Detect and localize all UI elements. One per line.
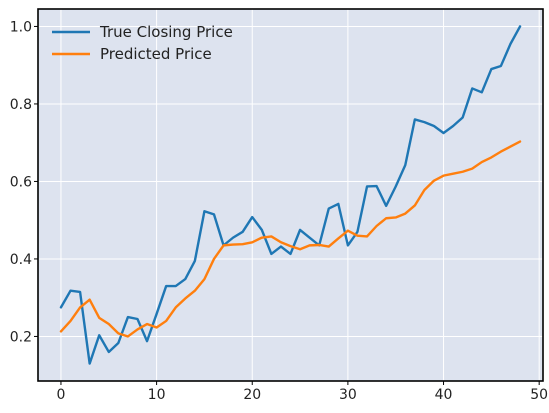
y-tick-label: 0.6 [10,174,32,190]
x-tick-label: 50 [530,387,548,403]
y-tick-label: 1.0 [10,19,32,35]
y-tick-label: 0.2 [10,329,32,345]
x-tick-label: 30 [339,387,357,403]
legend-label: Predicted Price [100,45,212,63]
y-tick-label: 0.8 [10,97,32,113]
x-tick-label: 0 [56,387,65,403]
x-tick-label: 40 [435,387,453,403]
x-tick-label: 20 [243,387,261,403]
y-tick-label: 0.4 [10,252,32,268]
legend-label: True Closing Price [99,23,233,41]
plot-background [38,9,543,381]
x-tick-label: 10 [148,387,166,403]
